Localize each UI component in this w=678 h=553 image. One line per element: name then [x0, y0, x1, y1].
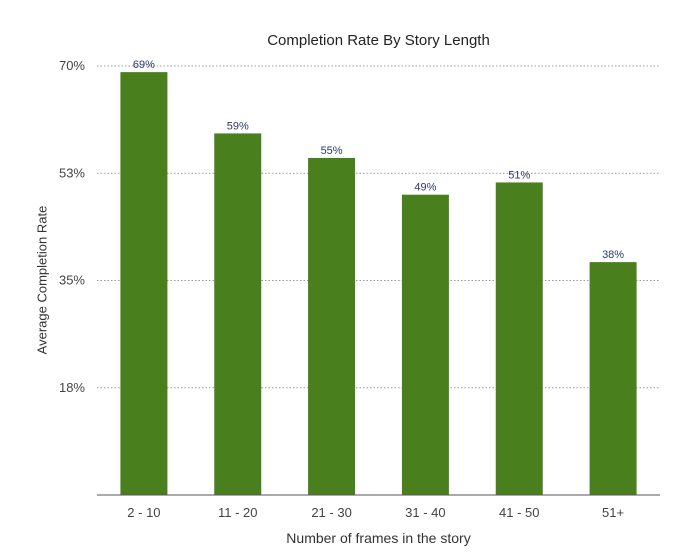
bar [401, 194, 449, 495]
bar [120, 72, 168, 495]
y-tick-label: 53% [59, 165, 85, 180]
data-label: 38% [602, 249, 624, 261]
y-tick-label: 18% [59, 380, 85, 395]
x-tick-label: 41 - 50 [499, 505, 539, 520]
data-label: 49% [414, 182, 436, 194]
data-label: 69% [133, 59, 155, 71]
x-tick-label: 11 - 20 [218, 505, 258, 520]
data-label: 59% [227, 120, 249, 132]
bar [308, 157, 356, 495]
x-axis-label: Number of frames in the story [286, 530, 471, 546]
data-label: 55% [321, 145, 343, 157]
bar [495, 182, 543, 495]
x-tick-label: 51+ [602, 505, 624, 520]
x-tick-label: 31 - 40 [405, 505, 445, 520]
x-tick-label: 2 - 10 [127, 505, 160, 520]
bar [214, 133, 262, 495]
x-tick-label: 21 - 30 [311, 505, 351, 520]
y-tick-label: 35% [59, 273, 85, 288]
bar [589, 262, 637, 495]
y-tick-label: 70% [59, 58, 85, 73]
chart-title: Completion Rate By Story Length [267, 32, 490, 49]
data-label: 51% [508, 169, 530, 181]
